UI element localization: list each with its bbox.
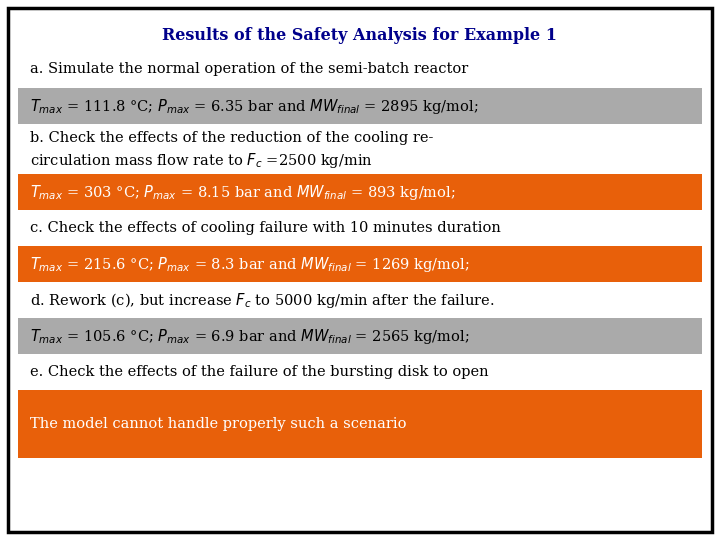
Text: b. Check the effects of the reduction of the cooling re-: b. Check the effects of the reduction of… (30, 131, 433, 145)
Text: Results of the Safety Analysis for Example 1: Results of the Safety Analysis for Examp… (163, 26, 557, 44)
Text: c. Check the effects of cooling failure with 10 minutes duration: c. Check the effects of cooling failure … (30, 221, 501, 235)
Bar (18, 318, 702, 354)
Text: $T_{max}$ = 105.6 °C; $P_{max}$ = 6.9 bar and $\mathit{MW}_{final}$ = 2565 kg/mo: $T_{max}$ = 105.6 °C; $P_{max}$ = 6.9 ba… (30, 327, 469, 346)
Text: d. Rework (c), but increase $F_c$ to 5000 kg/min after the failure.: d. Rework (c), but increase $F_c$ to 500… (30, 291, 495, 309)
Text: e. Check the effects of the failure of the bursting disk to open: e. Check the effects of the failure of t… (30, 365, 489, 379)
Bar (18, 88, 702, 124)
Text: $T_{max}$ = 303 °C; $P_{max}$ = 8.15 bar and $\mathit{MW}_{final}$ = 893 kg/mol;: $T_{max}$ = 303 °C; $P_{max}$ = 8.15 bar… (30, 183, 456, 201)
Text: a. Simulate the normal operation of the semi-batch reactor: a. Simulate the normal operation of the … (30, 62, 468, 76)
Bar (18, 174, 702, 210)
Text: $T_{max}$ = 215.6 °C; $P_{max}$ = 8.3 bar and $\mathit{MW}_{final}$ = 1269 kg/mo: $T_{max}$ = 215.6 °C; $P_{max}$ = 8.3 ba… (30, 254, 469, 273)
Text: $T_{max}$ = 111.8 °C; $P_{max}$ = 6.35 bar and $\mathit{MW}_{final}$ = 2895 kg/m: $T_{max}$ = 111.8 °C; $P_{max}$ = 6.35 b… (30, 97, 478, 116)
Bar (18, 390, 702, 458)
Text: The model cannot handle properly such a scenario: The model cannot handle properly such a … (30, 417, 407, 431)
Bar (18, 246, 702, 282)
Text: circulation mass flow rate to $F_c$ =2500 kg/min: circulation mass flow rate to $F_c$ =250… (30, 151, 373, 170)
